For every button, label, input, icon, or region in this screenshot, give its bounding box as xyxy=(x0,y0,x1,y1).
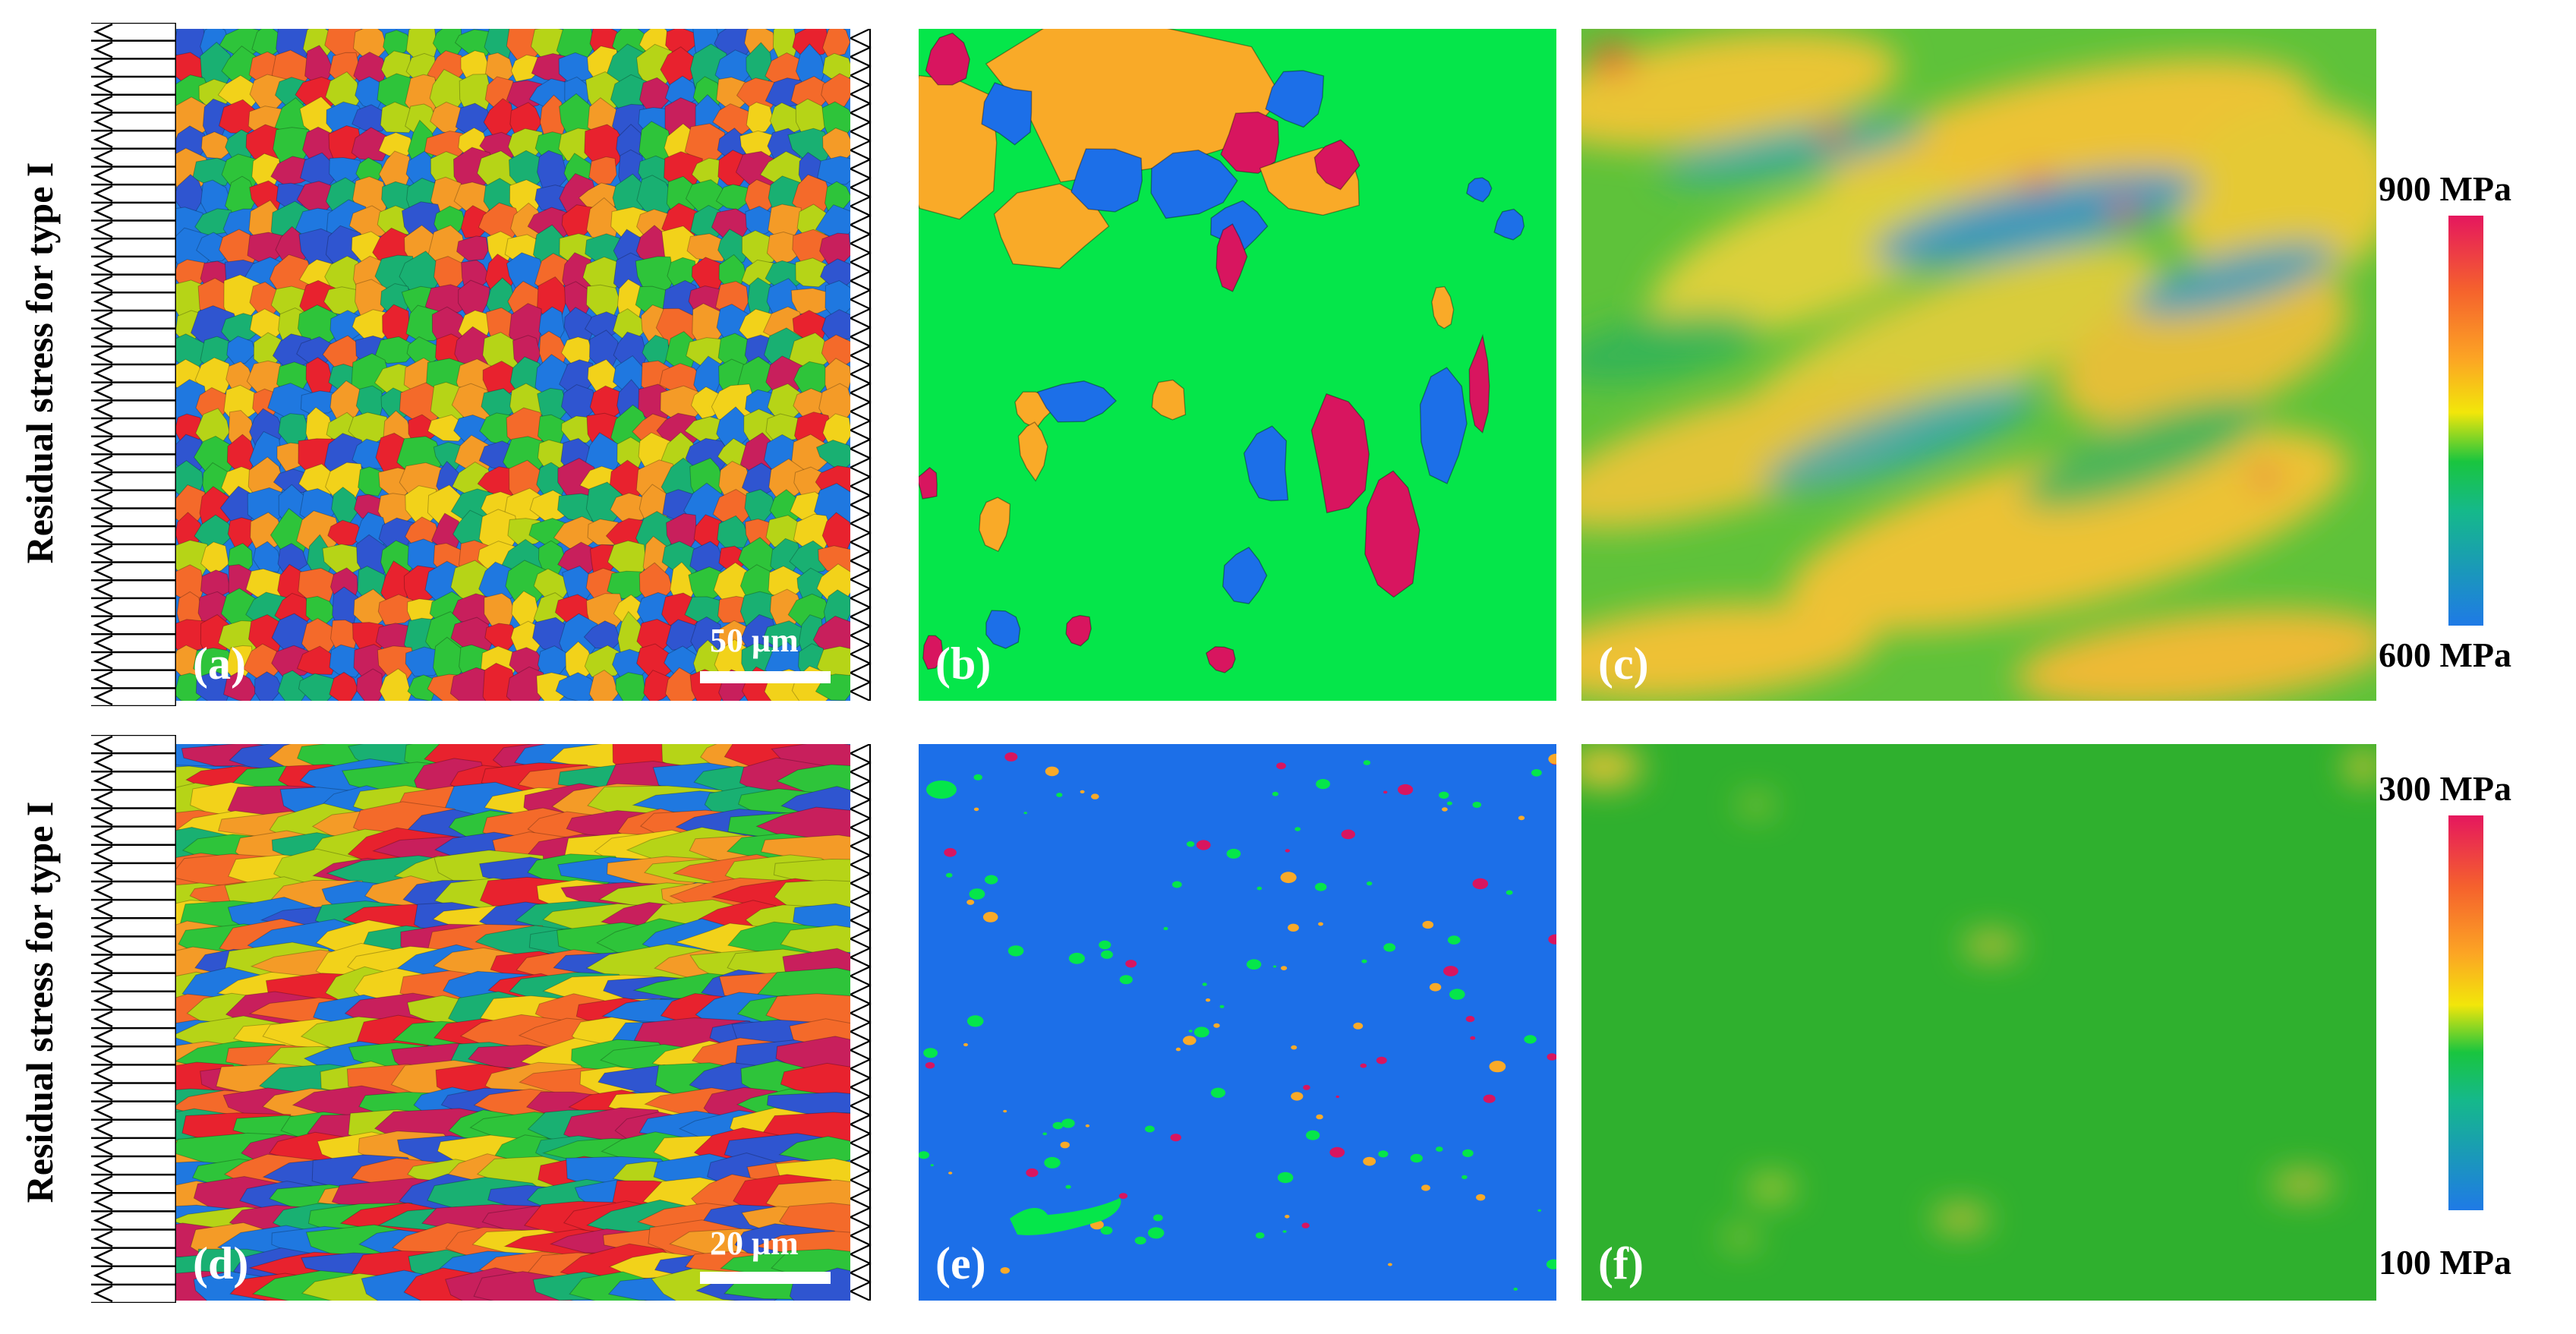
right-roller-support-2 xyxy=(850,744,872,1301)
colorbar-1 xyxy=(2448,216,2483,626)
phase-map-e xyxy=(919,744,1556,1301)
panel-e-phase-map: (e) xyxy=(919,744,1556,1301)
colorbar-2 xyxy=(2448,815,2483,1210)
panel-c-stress-field: (c) xyxy=(1581,29,2376,701)
colorbar1-min-label: 600 MPa xyxy=(2379,635,2512,674)
panel-b-phase-map: (b) xyxy=(919,29,1556,701)
panel-d-grain-map: (d) 20 μm xyxy=(176,744,850,1301)
grain-map-a xyxy=(176,29,850,701)
panel-a-grain-map: (a) 50 μm xyxy=(176,29,850,701)
scale-bar-label-d: 20 μm xyxy=(710,1225,799,1262)
panel-label-a: (a) xyxy=(193,639,246,689)
panel-label-d: (d) xyxy=(193,1238,249,1288)
left-fixed-support-2 xyxy=(91,735,176,1303)
scale-bar-d xyxy=(700,1272,831,1284)
panel-f-stress-field: (f) xyxy=(1581,744,2376,1301)
stress-field-c xyxy=(1581,29,2376,701)
stress-field-f xyxy=(1581,744,2376,1301)
colorbar1-max-label: 900 MPa xyxy=(2379,169,2512,208)
panel-label-f: (f) xyxy=(1598,1238,1644,1288)
row2-ylabel: Residual stress for type I xyxy=(18,801,61,1203)
right-roller-support xyxy=(850,29,872,701)
scale-bar-a xyxy=(700,671,831,683)
panel-label-b: (b) xyxy=(935,639,992,689)
colorbar2-min-label: 100 MPa xyxy=(2379,1243,2512,1282)
phase-map-b xyxy=(919,29,1556,701)
panel-label-c: (c) xyxy=(1598,639,1649,689)
scale-bar-label-a: 50 μm xyxy=(710,622,799,659)
row1-ylabel: Residual stress for type I xyxy=(18,162,61,564)
panel-label-e: (e) xyxy=(935,1238,986,1288)
left-fixed-support xyxy=(91,23,176,706)
colorbar2-max-label: 300 MPa xyxy=(2379,769,2512,808)
grain-map-d xyxy=(176,744,850,1301)
